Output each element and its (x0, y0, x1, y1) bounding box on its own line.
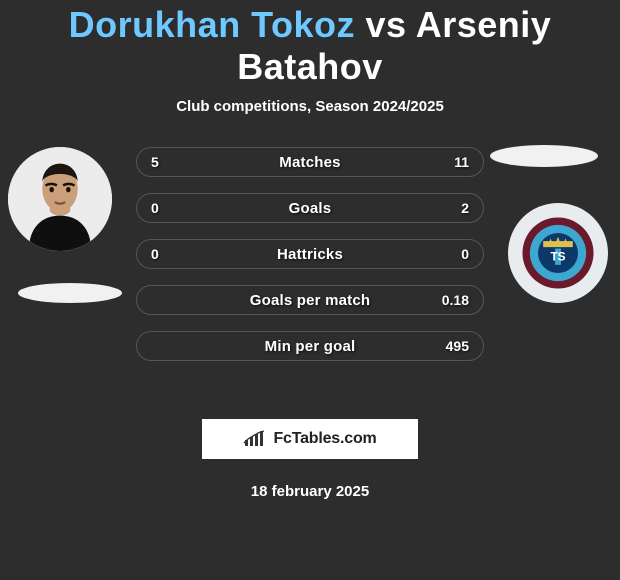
player1-flag (18, 283, 122, 303)
stat-row: Goals per match 0.18 (136, 285, 484, 315)
stat-row: Min per goal 495 (136, 331, 484, 361)
chart-icon (243, 430, 267, 448)
stat-left-value: 0 (151, 246, 159, 262)
player1-avatar (8, 147, 112, 251)
avatar-icon (8, 147, 112, 251)
stat-label: Goals (289, 200, 332, 217)
comparison-card: Dorukhan Tokoz vs Arseniy Batahov Club c… (0, 0, 620, 500)
stat-row: 0 Goals 2 (136, 193, 484, 223)
stat-right-value: 495 (446, 338, 469, 354)
stat-right-value: 2 (461, 200, 469, 216)
stat-row: 5 Matches 11 (136, 147, 484, 177)
stats-table: 5 Matches 11 0 Goals 2 0 Hattricks 0 Goa… (136, 147, 484, 377)
date-label: 18 february 2025 (0, 483, 620, 500)
stat-left-value: 5 (151, 154, 159, 170)
stat-left-value: 0 (151, 200, 159, 216)
player1-name: Dorukhan Tokoz (69, 4, 355, 45)
player2-club-badge: TS (508, 203, 608, 303)
stat-row: 0 Hattricks 0 (136, 239, 484, 269)
page-title: Dorukhan Tokoz vs Arseniy Batahov (0, 4, 620, 88)
stat-label: Matches (279, 154, 340, 171)
stat-right-value: 11 (454, 154, 469, 170)
vs-separator: vs (366, 4, 407, 45)
logo-text: FcTables.com (273, 430, 376, 448)
player2-flag (490, 145, 598, 167)
stat-right-value: 0.18 (442, 292, 469, 308)
body-area: TS 5 Matches 11 0 Goals 2 0 Hattricks 0 … (0, 153, 620, 413)
svg-text:TS: TS (550, 249, 565, 263)
stat-label: Goals per match (250, 292, 371, 309)
stat-label: Hattricks (277, 246, 343, 263)
stat-label: Min per goal (265, 338, 356, 355)
source-logo: FcTables.com (202, 419, 418, 459)
subtitle: Club competitions, Season 2024/2025 (0, 98, 620, 115)
stat-right-value: 0 (461, 246, 469, 262)
club-badge-icon: TS (521, 216, 595, 290)
